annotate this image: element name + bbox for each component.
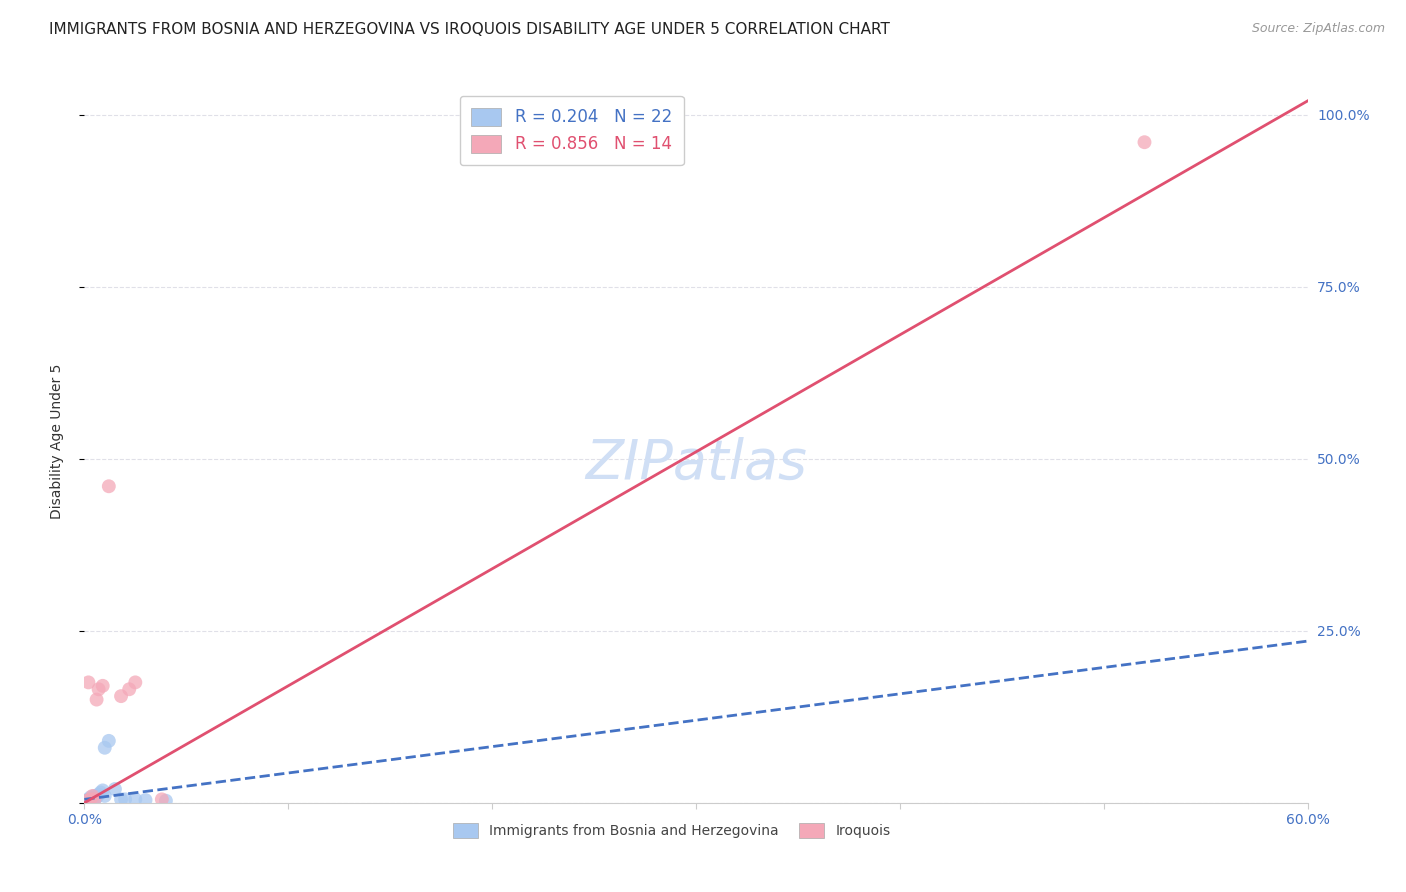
Text: Source: ZipAtlas.com: Source: ZipAtlas.com bbox=[1251, 22, 1385, 36]
Point bbox=[93, 789, 115, 803]
Point bbox=[87, 788, 110, 802]
Point bbox=[91, 679, 114, 693]
Point bbox=[79, 792, 101, 806]
Point bbox=[82, 794, 104, 808]
Point bbox=[83, 789, 105, 803]
Point bbox=[83, 792, 105, 806]
Point bbox=[77, 792, 100, 806]
Point bbox=[124, 675, 146, 690]
Point bbox=[86, 790, 108, 805]
Point bbox=[75, 794, 97, 808]
Point bbox=[135, 793, 157, 807]
Point bbox=[77, 675, 100, 690]
Point bbox=[155, 794, 177, 808]
Point bbox=[87, 682, 110, 697]
Point bbox=[77, 794, 100, 808]
Point bbox=[150, 792, 173, 806]
Point bbox=[83, 792, 105, 806]
Point bbox=[86, 692, 108, 706]
Point bbox=[93, 740, 115, 755]
Point bbox=[114, 792, 136, 806]
Point bbox=[124, 792, 146, 806]
Point bbox=[110, 689, 132, 703]
Y-axis label: Disability Age Under 5: Disability Age Under 5 bbox=[49, 364, 63, 519]
Point bbox=[91, 783, 114, 797]
Point bbox=[75, 794, 97, 808]
Point bbox=[97, 734, 120, 748]
Point bbox=[97, 479, 120, 493]
Text: IMMIGRANTS FROM BOSNIA AND HERZEGOVINA VS IROQUOIS DISABILITY AGE UNDER 5 CORREL: IMMIGRANTS FROM BOSNIA AND HERZEGOVINA V… bbox=[49, 22, 890, 37]
Legend: Immigrants from Bosnia and Herzegovina, Iroquois: Immigrants from Bosnia and Herzegovina, … bbox=[444, 814, 898, 847]
Point bbox=[104, 782, 127, 797]
Point bbox=[90, 785, 112, 799]
Point bbox=[1133, 135, 1156, 149]
Point bbox=[118, 682, 141, 697]
Point bbox=[82, 791, 104, 805]
Point bbox=[82, 789, 104, 803]
Point bbox=[79, 790, 101, 805]
Point bbox=[79, 793, 101, 807]
Point bbox=[110, 792, 132, 806]
Text: ZIPatlas: ZIPatlas bbox=[585, 437, 807, 490]
